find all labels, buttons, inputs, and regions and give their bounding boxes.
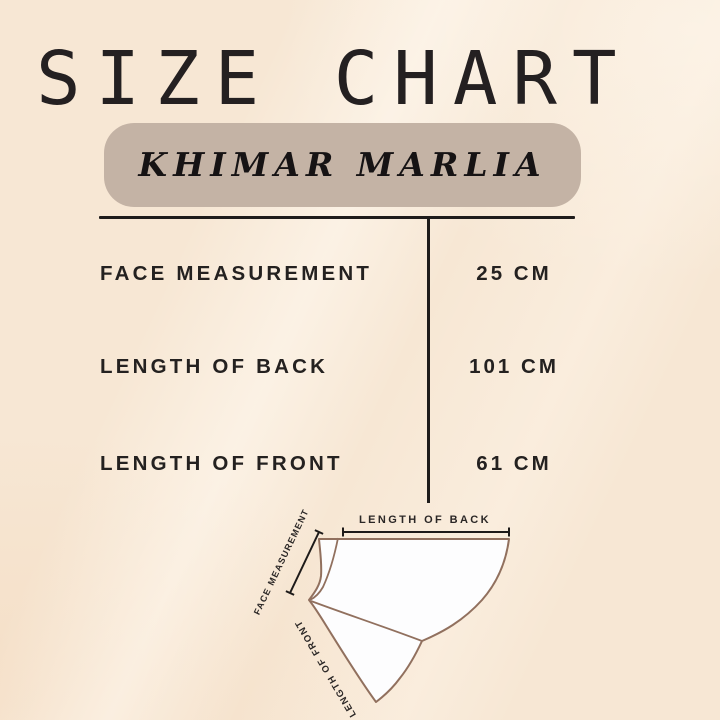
table-row-label-face: FACE MEASUREMENT bbox=[100, 262, 373, 285]
page-title: SIZE CHART bbox=[36, 36, 632, 122]
table-top-rule bbox=[99, 216, 575, 219]
product-name-badge: KHIMAR MARLIA bbox=[104, 123, 581, 207]
table-row-label-front: LENGTH OF FRONT bbox=[100, 452, 343, 475]
face-measurement-label: FACE MEASUREMENT bbox=[252, 507, 311, 616]
fold-line bbox=[310, 600, 423, 642]
back-measurement-label: LENGTH OF BACK bbox=[359, 514, 491, 526]
table-row-value-front: 61 CM bbox=[476, 452, 552, 475]
product-name: KHIMAR MARLIA bbox=[138, 144, 547, 184]
back-measurement-line bbox=[342, 527, 510, 537]
face-trim-seam-line bbox=[309, 537, 339, 601]
table-row-value-face: 25 CM bbox=[476, 262, 552, 285]
garment-measurement-diagram: LENGTH OF BACK FACE MEASUREMENT LENGTH O… bbox=[252, 507, 510, 719]
table-row-label-back: LENGTH OF BACK bbox=[100, 355, 329, 378]
khimar-outline-shape bbox=[308, 538, 510, 703]
table-row-value-back: 101 CM bbox=[469, 355, 559, 378]
face-measurement-line bbox=[285, 529, 324, 596]
table-column-divider bbox=[427, 218, 430, 503]
